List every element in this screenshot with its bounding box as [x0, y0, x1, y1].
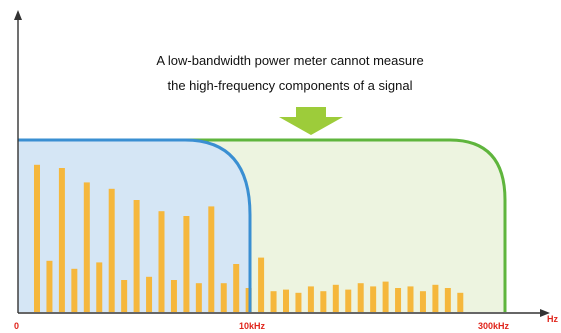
spectrum-bar	[46, 261, 52, 312]
spectrum-bar	[208, 206, 214, 312]
spectrum-bar	[457, 293, 463, 312]
spectrum-bar	[383, 282, 389, 312]
down-arrow-icon	[279, 107, 343, 135]
spectrum-bar	[333, 285, 339, 312]
spectrum-bar	[358, 283, 364, 312]
spectrum-bar	[295, 293, 301, 312]
spectrum-bar	[445, 288, 451, 312]
spectrum-bar	[320, 291, 326, 312]
caption-line-2: the high-frequency components of a signa…	[130, 78, 450, 94]
spectrum-bar	[271, 291, 277, 312]
spectrum-bar	[370, 286, 376, 312]
spectrum-bar	[146, 277, 152, 312]
spectrum-bar	[395, 288, 401, 312]
spectrum-bar	[408, 286, 414, 312]
caption-line-1: A low-bandwidth power meter cannot measu…	[130, 53, 450, 69]
tick-label-10khz: 10kHz	[239, 321, 265, 331]
spectrum-bar	[159, 211, 165, 312]
spectrum-bar	[34, 165, 40, 312]
spectrum-bar	[84, 182, 90, 312]
spectrum-bar	[96, 262, 102, 312]
spectrum-bar	[283, 290, 289, 312]
axis-unit-label: Hz	[547, 314, 558, 324]
spectrum-bar	[233, 264, 239, 312]
spectrum-bar	[258, 258, 264, 312]
spectrum-bar	[134, 200, 140, 312]
spectrum-bar	[121, 280, 127, 312]
spectrum-bar	[171, 280, 177, 312]
up-arrowhead-icon	[14, 10, 22, 20]
spectrum-bar	[432, 285, 438, 312]
origin-label: 0	[14, 321, 19, 331]
spectrum-bar	[345, 290, 351, 312]
spectrum-bar	[196, 283, 202, 312]
spectrum-bar	[109, 189, 115, 312]
spectrum-bar	[71, 269, 77, 312]
spectrum-bar	[221, 283, 227, 312]
spectrum-bar	[308, 286, 314, 312]
spectrum-bar	[420, 291, 426, 312]
spectrum-bar	[59, 168, 65, 312]
spectrum-bar	[183, 216, 189, 312]
tick-label-300khz: 300kHz	[478, 321, 509, 331]
